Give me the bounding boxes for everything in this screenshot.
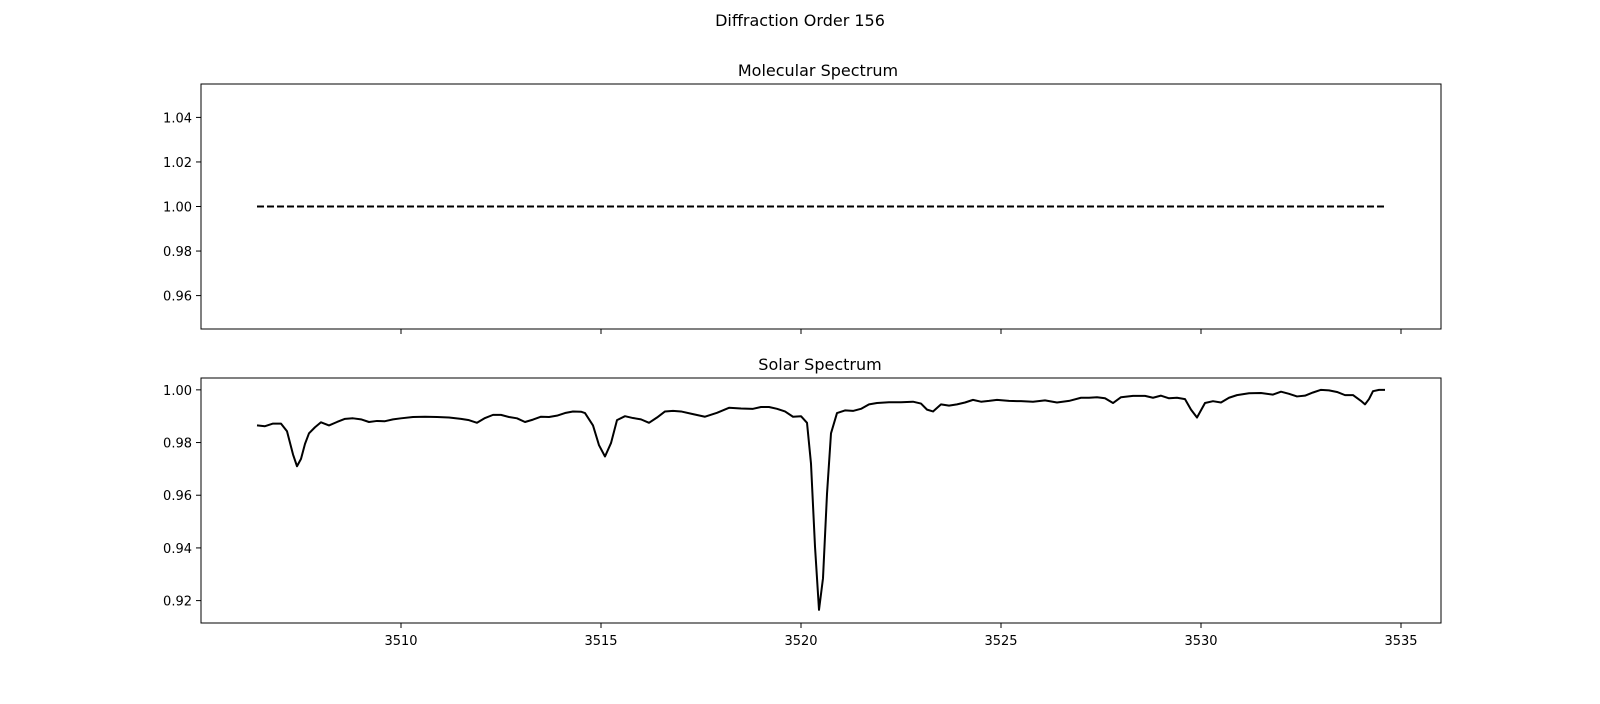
x-tick-label: 3535 [1384,634,1417,649]
x-tick-label: 3510 [384,634,417,649]
x-tick-label: 3525 [984,634,1017,649]
y-tick-label: 1.00 [163,201,192,216]
solar-spectrum-panel: Solar Spectrum 3510 3515 3520 3525 3530 3535 0… [163,355,1442,649]
y-tick-label: 0.96 [163,489,192,504]
x-tick-label: 3530 [1184,634,1217,649]
molecular-spectrum-title: Molecular Spectrum [738,61,898,80]
x-tick-label: 3515 [584,634,617,649]
figure-title: Diffraction Order 156 [715,11,885,30]
y-tick-label: 1.04 [163,111,192,126]
y-tick-label: 0.96 [163,290,192,305]
x-tick-label: 3520 [784,634,817,649]
axes-frame [200,377,1442,624]
molecular-spectrum-panel: Molecular Spectrum 0.96 0.98 1.00 1.02 1.04 [163,61,1442,334]
y-tick-label: 0.94 [163,542,192,557]
solar-spectrum-title: Solar Spectrum [758,355,881,374]
solar-series-line [256,388,1385,611]
y-tick-label: 0.98 [163,245,192,260]
y-tick-label: 1.02 [163,156,192,171]
y-tick-label: 0.98 [163,437,192,452]
y-tick-label: 1.00 [163,384,192,399]
y-tick-label: 0.92 [163,595,192,610]
